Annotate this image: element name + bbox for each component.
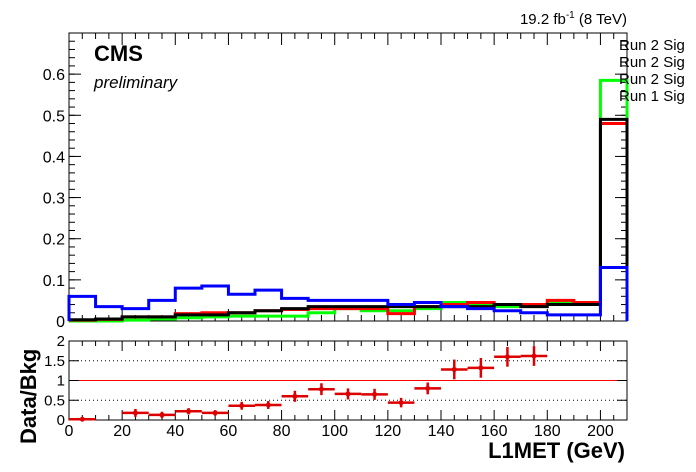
ratio-plot-panel: 00.511.520 20 40 60 80 100 120 140 160 180 200: [44, 333, 628, 440]
legend-entry: Run 1 Sig: [619, 88, 685, 105]
ratio-point-marker: [159, 412, 165, 418]
ratio-point-marker: [372, 391, 378, 397]
x-tick-label: 80: [273, 423, 291, 440]
main-y-tick-label: 0.2: [43, 232, 65, 249]
x-tick-label: 20: [113, 423, 131, 440]
ratio-point-marker: [425, 385, 431, 391]
preliminary-label: preliminary: [93, 73, 179, 92]
ratio-point: [255, 401, 282, 409]
ratio-point-marker: [186, 408, 192, 414]
x-tick-label: 180: [534, 423, 561, 440]
ratio-point-marker: [398, 400, 404, 406]
ratio-y-tick-label: 0: [57, 412, 65, 429]
main-y-tick-label: 0.4: [43, 149, 65, 166]
x-tick-label: 200: [587, 423, 614, 440]
x-axis-title: L1MET (GeV): [488, 438, 625, 463]
legend-entry: Run 2 Sig: [619, 71, 685, 88]
ratio-point: [201, 410, 229, 416]
ratio-point: [441, 359, 468, 380]
ratio-point: [361, 388, 388, 400]
ratio-point-marker: [79, 416, 85, 422]
main-axis-ticks: 0 0.1 0.2 0.3 0.4 0.5 0.6: [43, 32, 628, 331]
ratio-point-marker: [478, 365, 484, 371]
ratio-point-marker: [265, 402, 271, 408]
ratio-point-marker: [212, 410, 218, 416]
ratio-point: [175, 408, 202, 415]
histogram-series-4: [67, 266, 629, 321]
cms-label: CMS: [94, 41, 143, 66]
ratio-point: [281, 390, 309, 402]
ratio-y-axis-title: Data/Bkg: [16, 349, 41, 444]
ratio-point-marker: [451, 366, 457, 372]
ratio-point: [69, 416, 96, 422]
lumi-exponent: -1: [566, 10, 575, 21]
ratio-point-marker: [292, 393, 298, 399]
ratio-data-points: [69, 346, 548, 422]
lumi-value: 19.2 fb: [520, 11, 566, 28]
x-tick-label: 140: [428, 423, 455, 440]
x-tick-label: 60: [220, 423, 238, 440]
main-y-tick-label: 0: [56, 314, 65, 331]
x-tick-label: 0: [65, 423, 74, 440]
ratio-point-marker: [504, 354, 510, 360]
ratio-point-marker: [345, 391, 351, 397]
main-y-tick-label: 0.1: [43, 273, 65, 290]
ratio-y-tick-label: 0.5: [44, 392, 65, 409]
ratio-point: [228, 401, 255, 410]
lumi-energy: (8 TeV): [575, 11, 627, 28]
main-plot-panel: 0 0.1 0.2 0.3 0.4 0.5 0.6: [43, 32, 629, 331]
ratio-point: [494, 346, 521, 367]
ratio-point: [308, 383, 335, 396]
ratio-point: [520, 346, 548, 366]
ratio-point: [467, 357, 495, 378]
ratio-point-marker: [531, 353, 537, 359]
main-plot-frame: [68, 32, 628, 322]
ratio-point: [122, 408, 149, 417]
histogram-series-3: [67, 117, 629, 322]
ratio-point: [148, 411, 176, 419]
main-y-tick-label: 0.6: [43, 67, 65, 84]
main-y-tick-label: 0.3: [43, 191, 65, 208]
x-tick-label: 160: [481, 423, 508, 440]
luminosity-label: 19.2 fb-1 (8 TeV): [520, 10, 627, 28]
ratio-y-tick-label: 2: [57, 333, 65, 350]
ratio-point: [334, 388, 362, 400]
ratio-y-tick-label: 1.5: [44, 353, 65, 370]
legend-entry: Run 2 Sig: [619, 37, 685, 54]
ratio-axis-ticks: 00.511.520 20 40 60 80 100 120 140 160 180 200: [44, 333, 628, 440]
ratio-point: [414, 382, 441, 395]
ratio-point-marker: [132, 410, 138, 416]
x-tick-label: 120: [375, 423, 402, 440]
legend-entry: Run 2 Sig: [619, 54, 685, 71]
main-y-tick-label: 0.5: [43, 108, 65, 125]
main-histogram-series: [67, 78, 629, 323]
ratio-point: [387, 397, 415, 408]
ratio-point-marker: [239, 403, 245, 409]
x-tick-label: 40: [166, 423, 184, 440]
ratio-point-marker: [318, 386, 324, 392]
x-tick-label: 100: [321, 423, 348, 440]
ratio-y-tick-label: 1: [57, 373, 65, 390]
